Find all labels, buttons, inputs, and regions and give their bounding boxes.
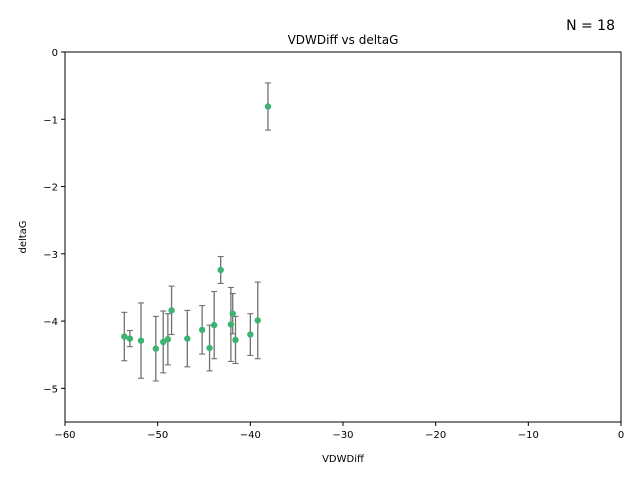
x-tick-label-4: −20 — [425, 430, 446, 441]
y-axis-label: deltaG — [18, 220, 29, 253]
data-point-5 — [164, 336, 172, 343]
sample-count-annotation: N = 18 — [566, 18, 615, 34]
x-tick-label-1: −50 — [147, 430, 168, 441]
data-point-16 — [254, 317, 261, 324]
chart-title: VDWDiff vs deltaG — [288, 33, 399, 47]
data-point-4 — [160, 338, 167, 346]
data-point-10 — [210, 321, 218, 329]
data-point-13 — [229, 310, 236, 317]
y-tick-label-0: 0 — [52, 48, 58, 59]
data-point-11 — [217, 266, 224, 274]
data-point-7 — [184, 335, 191, 342]
plot-area: −60 −50 −40 −30 −20 −10 0 0 −1 −2 −3 −4 −5 — [43, 48, 624, 441]
data-point-1 — [126, 335, 134, 342]
y-tick-label-3: −3 — [43, 250, 58, 261]
x-axis-label: VDWDiff — [322, 454, 365, 465]
data-point-15 — [247, 331, 254, 338]
data-point-9 — [206, 344, 213, 352]
data-point-8 — [198, 326, 206, 334]
x-tick-label-5: −10 — [518, 430, 539, 441]
data-point-0 — [121, 333, 128, 340]
data-point-12 — [227, 321, 235, 328]
data-point-3 — [152, 345, 160, 352]
data-point-2 — [137, 337, 145, 344]
x-tick-label-3: −30 — [332, 430, 353, 441]
y-tick-label-4: −4 — [43, 317, 58, 328]
data-point-17 — [264, 103, 272, 110]
x-tick-label-6: 0 — [618, 430, 624, 441]
data-point-14 — [232, 336, 239, 344]
x-tick-label-0: −60 — [54, 430, 75, 441]
y-tick-label-2: −2 — [43, 183, 58, 194]
x-tick-label-2: −40 — [240, 430, 261, 441]
y-tick-label-1: −1 — [43, 115, 58, 126]
data-point-6 — [168, 307, 175, 314]
y-tick-label-5: −5 — [43, 384, 58, 395]
